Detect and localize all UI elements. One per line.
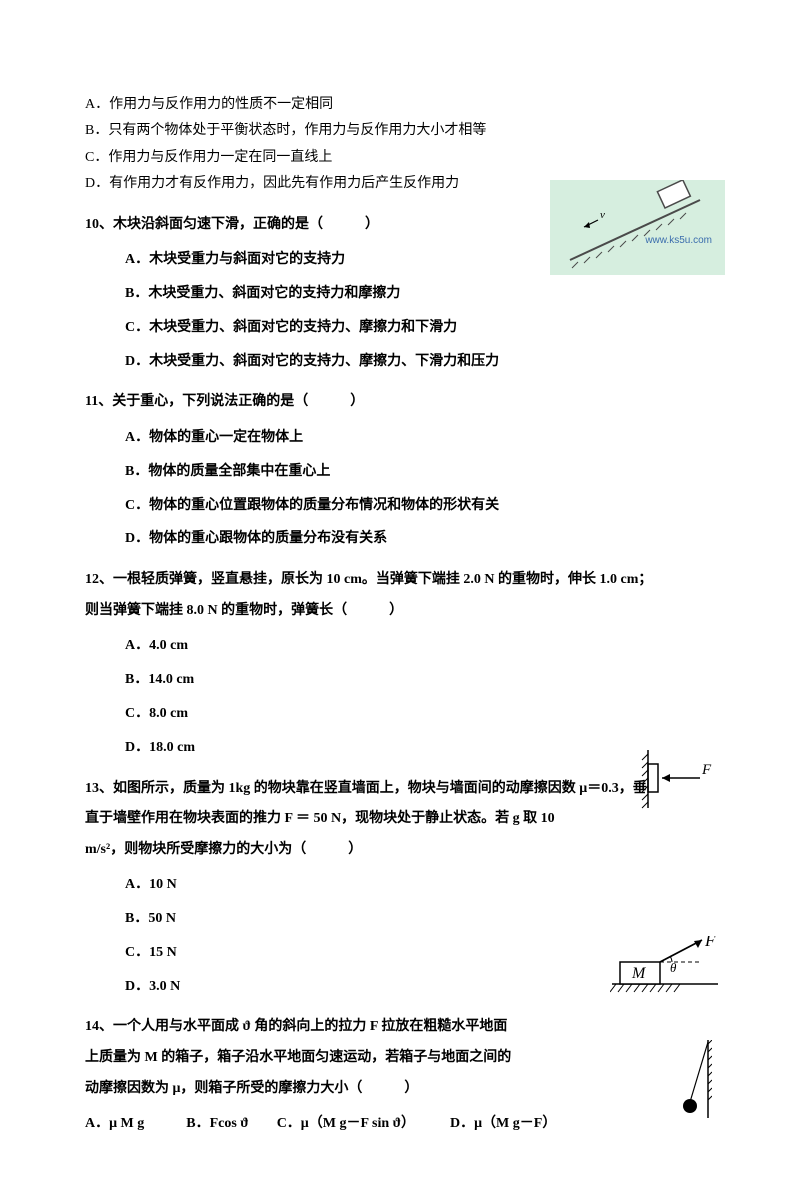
q10-watermark: www.ks5u.com xyxy=(645,235,712,246)
q9-option-c: C．作用力与反作用力一定在同一直线上 xyxy=(85,147,705,169)
q14-title-line1: 14、一个人用与水平面成 ϑ 角的斜向上的拉力 F 拉放在粗糙水平地面 xyxy=(85,1014,705,1041)
q11-option-b: B．物体的质量全部集中在重心上 xyxy=(125,460,705,484)
q10-option-d: D．木块受重力、斜面对它的支持力、摩擦力、下滑力和压力 xyxy=(125,350,705,374)
q10-incline-figure: v xyxy=(550,180,725,275)
q14-box-pull-figure: M F θ xyxy=(610,936,720,996)
q12-title-line1: 12、一根轻质弹簧，竖直悬挂，原长为 10 cm。当弹簧下端挂 2.0 N 的重… xyxy=(85,567,705,594)
q12-title-line2: 则当弹簧下端挂 8.0 N 的重物时，弹簧长（ ） xyxy=(85,598,705,625)
q11-option-d: D．物体的重心跟物体的质量分布没有关系 xyxy=(125,527,705,551)
q14-options: A．μ M g B．Fcos ϑ C．μ（M g－F sin ϑ） D．μ（M … xyxy=(85,1112,705,1136)
q10-option-c: C．木块受重力、斜面对它的支持力、摩擦力和下滑力 xyxy=(125,316,705,340)
q15-pendulum-figure xyxy=(672,1040,712,1120)
q9-option-a: A．作用力与反作用力的性质不一定相同 xyxy=(85,94,705,116)
q9-option-b: B．只有两个物体处于平衡状态时，作用力与反作用力大小才相等 xyxy=(85,120,705,142)
q13-option-b: B．50 N xyxy=(125,907,705,931)
q13-title-line2: 直于墙壁作用在物块表面的推力 F ＝ 50 N，现物块处于静止状态。若 g 取 … xyxy=(85,806,705,833)
q10-option-b: B．木块受重力、斜面对它的支持力和摩擦力 xyxy=(125,282,705,306)
q12-option-b: B．14.0 cm xyxy=(125,668,705,692)
q13-title-line1: 13、如图所示，质量为 1kg 的物块靠在竖直墙面上，物块与墙面间的动摩擦因数 … xyxy=(85,776,705,803)
q11-option-a: A．物体的重心一定在物体上 xyxy=(125,426,705,450)
q11-title: 11、关于重心，下列说法正确的是（ ） xyxy=(85,389,705,416)
q13-wall-block-figure: F xyxy=(640,748,714,810)
q12-option-d: D．18.0 cm xyxy=(125,736,705,760)
svg-text:F: F xyxy=(701,762,712,778)
q14-title-line3: 动摩擦因数为 μ，则箱子所受的摩擦力大小（ ） xyxy=(85,1076,705,1103)
q13-option-a: A．10 N xyxy=(125,873,705,897)
q14-title-line2: 上质量为 M 的箱子，箱子沿水平地面匀速运动，若箱子与地面之间的 xyxy=(85,1045,705,1072)
svg-text:θ: θ xyxy=(670,960,677,975)
svg-text:v: v xyxy=(600,209,605,221)
svg-text:F: F xyxy=(704,936,716,950)
q13-title-line3: m/s²，则物块所受摩擦力的大小为（ ） xyxy=(85,837,705,864)
q12-option-a: A．4.0 cm xyxy=(125,634,705,658)
q11-option-c: C．物体的重心位置跟物体的质量分布情况和物体的形状有关 xyxy=(125,494,705,518)
q12-option-c: C．8.0 cm xyxy=(125,702,705,726)
svg-text:M: M xyxy=(631,965,647,982)
